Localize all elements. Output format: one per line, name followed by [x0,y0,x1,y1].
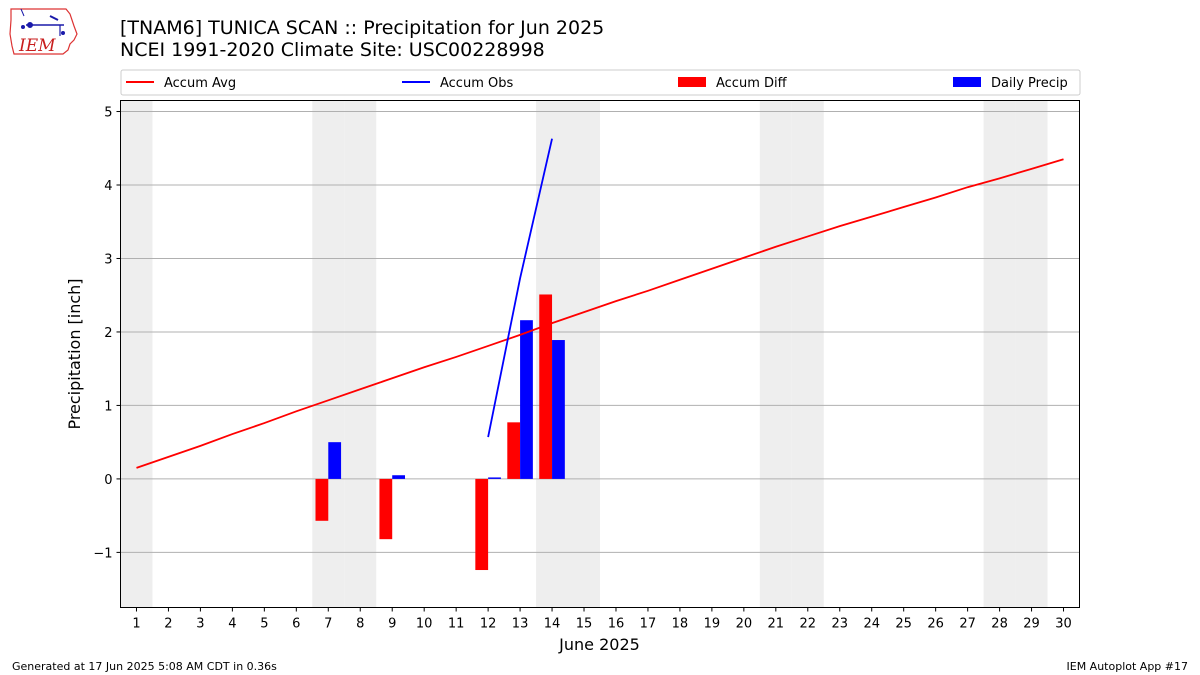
x-tick-label: 22 [800,617,817,632]
x-tick-label: 28 [991,617,1008,632]
x-tick-label: 30 [1055,617,1072,632]
x-tick-label: 15 [576,617,593,632]
y-tick-label: 2 [104,326,112,341]
x-tick-label: 29 [1023,617,1040,632]
accum-diff-bar [315,478,329,521]
y-axis-label: Precipitation [inch] [65,278,84,429]
accum-diff-bar [475,478,489,571]
x-tick-label: 27 [959,617,976,632]
y-tick-label: 4 [104,179,112,194]
x-tick-label: 12 [480,617,497,632]
daily-precip-bar [392,475,406,479]
legend-frame [120,69,1081,96]
x-tick-label: 24 [863,617,880,632]
accum-obs-line [487,138,553,438]
accum-diff-bar [539,294,553,479]
grid-lines [120,111,1080,553]
x-axis: 1 2 3 4 5 6 7 8 9 10 11 12 13 14 15 16 17 18 19 20 21 22 23 24 2… [132,607,1072,632]
x-tick-label: 14 [544,617,561,632]
y-tick-label: 0 [104,473,112,488]
weekend-band [1015,100,1048,608]
y-tick-label: 1 [104,399,112,414]
iem-logo: IEM [9,8,78,56]
legend-label: Accum Obs [440,76,513,91]
chart-subtitle: NCEI 1991-2020 Climate Site: USC00228998 [120,39,545,61]
x-tick-label: 4 [228,617,236,632]
y-tick-label: −1 [93,546,112,561]
iowa-state-outline [9,8,78,55]
x-tick-label: 8 [356,617,364,632]
x-tick-label: 25 [895,617,912,632]
daily-precip-bar [552,340,565,479]
weekend-band [983,100,1016,608]
lines [136,138,1064,469]
weather-icon [20,8,65,36]
legend-bar-swatch [953,77,981,87]
weekend-band [120,100,153,608]
weekend-band [568,100,600,608]
x-tick-label: 1 [132,617,140,632]
weekend-shading [120,100,1048,608]
x-tick-label: 5 [260,617,268,632]
chart-title: [TNAM6] TUNICA SCAN :: Precipitation for… [120,17,605,39]
x-tick-label: 18 [672,617,689,632]
bars [315,294,565,571]
x-tick-label: 3 [196,617,204,632]
daily-precip-bar [488,477,501,479]
x-tick-label: 7 [324,617,332,632]
x-tick-label: 6 [292,617,300,632]
y-tick-label: 5 [104,106,112,121]
accum-avg-line [136,158,1064,469]
plot-frame [120,100,1080,608]
weekend-band [791,100,824,608]
legend-label: Daily Precip [991,76,1068,91]
daily-precip-bar [520,320,533,479]
x-axis-label: June 2025 [558,635,640,654]
x-tick-label: 11 [448,617,465,632]
accum-diff-bar [507,422,521,479]
x-tick-label: 26 [927,617,944,632]
y-axis: −1 0 1 2 3 4 5 [93,106,121,561]
weekend-band [312,100,345,608]
x-tick-label: 20 [736,617,753,632]
x-tick-label: 17 [640,617,657,632]
x-tick-label: 23 [831,617,848,632]
weekend-band [344,100,377,608]
legend: Accum Avg Accum Obs Accum Diff Daily Precip [120,69,1081,96]
footer-generated: Generated at 17 Jun 2025 5:08 AM CDT in … [12,660,277,673]
x-tick-label: 19 [704,617,721,632]
legend-bar-swatch [678,77,706,87]
logo-text: IEM [18,36,56,56]
x-tick-label: 21 [768,617,785,632]
x-tick-label: 16 [608,617,625,632]
accum-diff-bar [379,478,393,540]
daily-precip-bar [328,442,342,479]
weekend-band [759,100,792,608]
x-tick-label: 9 [388,617,396,632]
legend-label: Accum Diff [716,76,788,91]
x-tick-label: 13 [512,617,529,632]
y-tick-label: 3 [104,252,112,267]
x-tick-label: 10 [416,617,433,632]
footer-app-id: IEM Autoplot App #17 [1066,660,1189,673]
x-tick-label: 2 [164,617,172,632]
legend-label: Accum Avg [164,76,236,91]
